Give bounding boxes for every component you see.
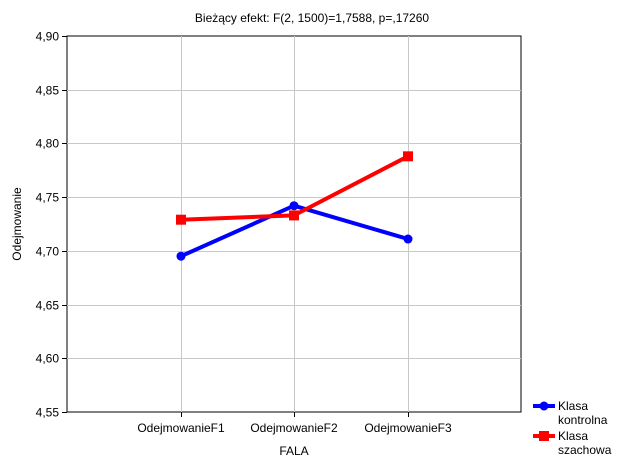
- legend-item: Klasa kontrolna: [533, 399, 608, 427]
- y-tick-label: 4,85: [36, 84, 60, 98]
- chart-title: Bieżący efekt: F(2, 1500)=1,7588, p=,172…: [195, 11, 429, 25]
- series: [176, 151, 413, 261]
- legend-label: Klasa kontrolna: [558, 399, 608, 427]
- y-tick-label: 4,75: [36, 191, 60, 205]
- y-axis: 4,55 4,60 4,65 4,70 4,75 4,80 4,85 4,90: [36, 30, 67, 420]
- data-point-circle: [289, 201, 299, 211]
- data-point-square: [176, 214, 186, 225]
- y-tick-label: 4,80: [36, 137, 60, 151]
- y-tick-label: 4,55: [36, 406, 60, 420]
- y-axis-label: Odejmowanie: [10, 187, 24, 261]
- x-axis-label: FALA: [279, 444, 308, 458]
- legend-item: Klasa szachowa: [533, 429, 612, 457]
- x-tick-label: OdejmowanieF3: [364, 421, 452, 435]
- grid: [67, 36, 521, 412]
- data-point-square: [289, 210, 299, 221]
- x-tick-label: OdejmowanieF2: [250, 421, 338, 435]
- legend-marker-circle: [539, 401, 549, 411]
- legend-marker-square: [539, 431, 549, 441]
- y-tick-label: 4,60: [36, 352, 60, 366]
- y-tick-label: 4,70: [36, 245, 60, 259]
- x-axis: OdejmowanieF1 OdejmowanieF2 OdejmowanieF3: [137, 412, 452, 435]
- x-tick-label: OdejmowanieF1: [137, 421, 225, 435]
- data-point-square: [403, 151, 413, 162]
- data-point-circle: [176, 251, 186, 261]
- data-point-circle: [403, 234, 413, 244]
- legend-label: Klasa szachowa: [558, 429, 612, 457]
- y-tick-label: 4,65: [36, 299, 60, 313]
- y-tick-label: 4,90: [36, 30, 60, 44]
